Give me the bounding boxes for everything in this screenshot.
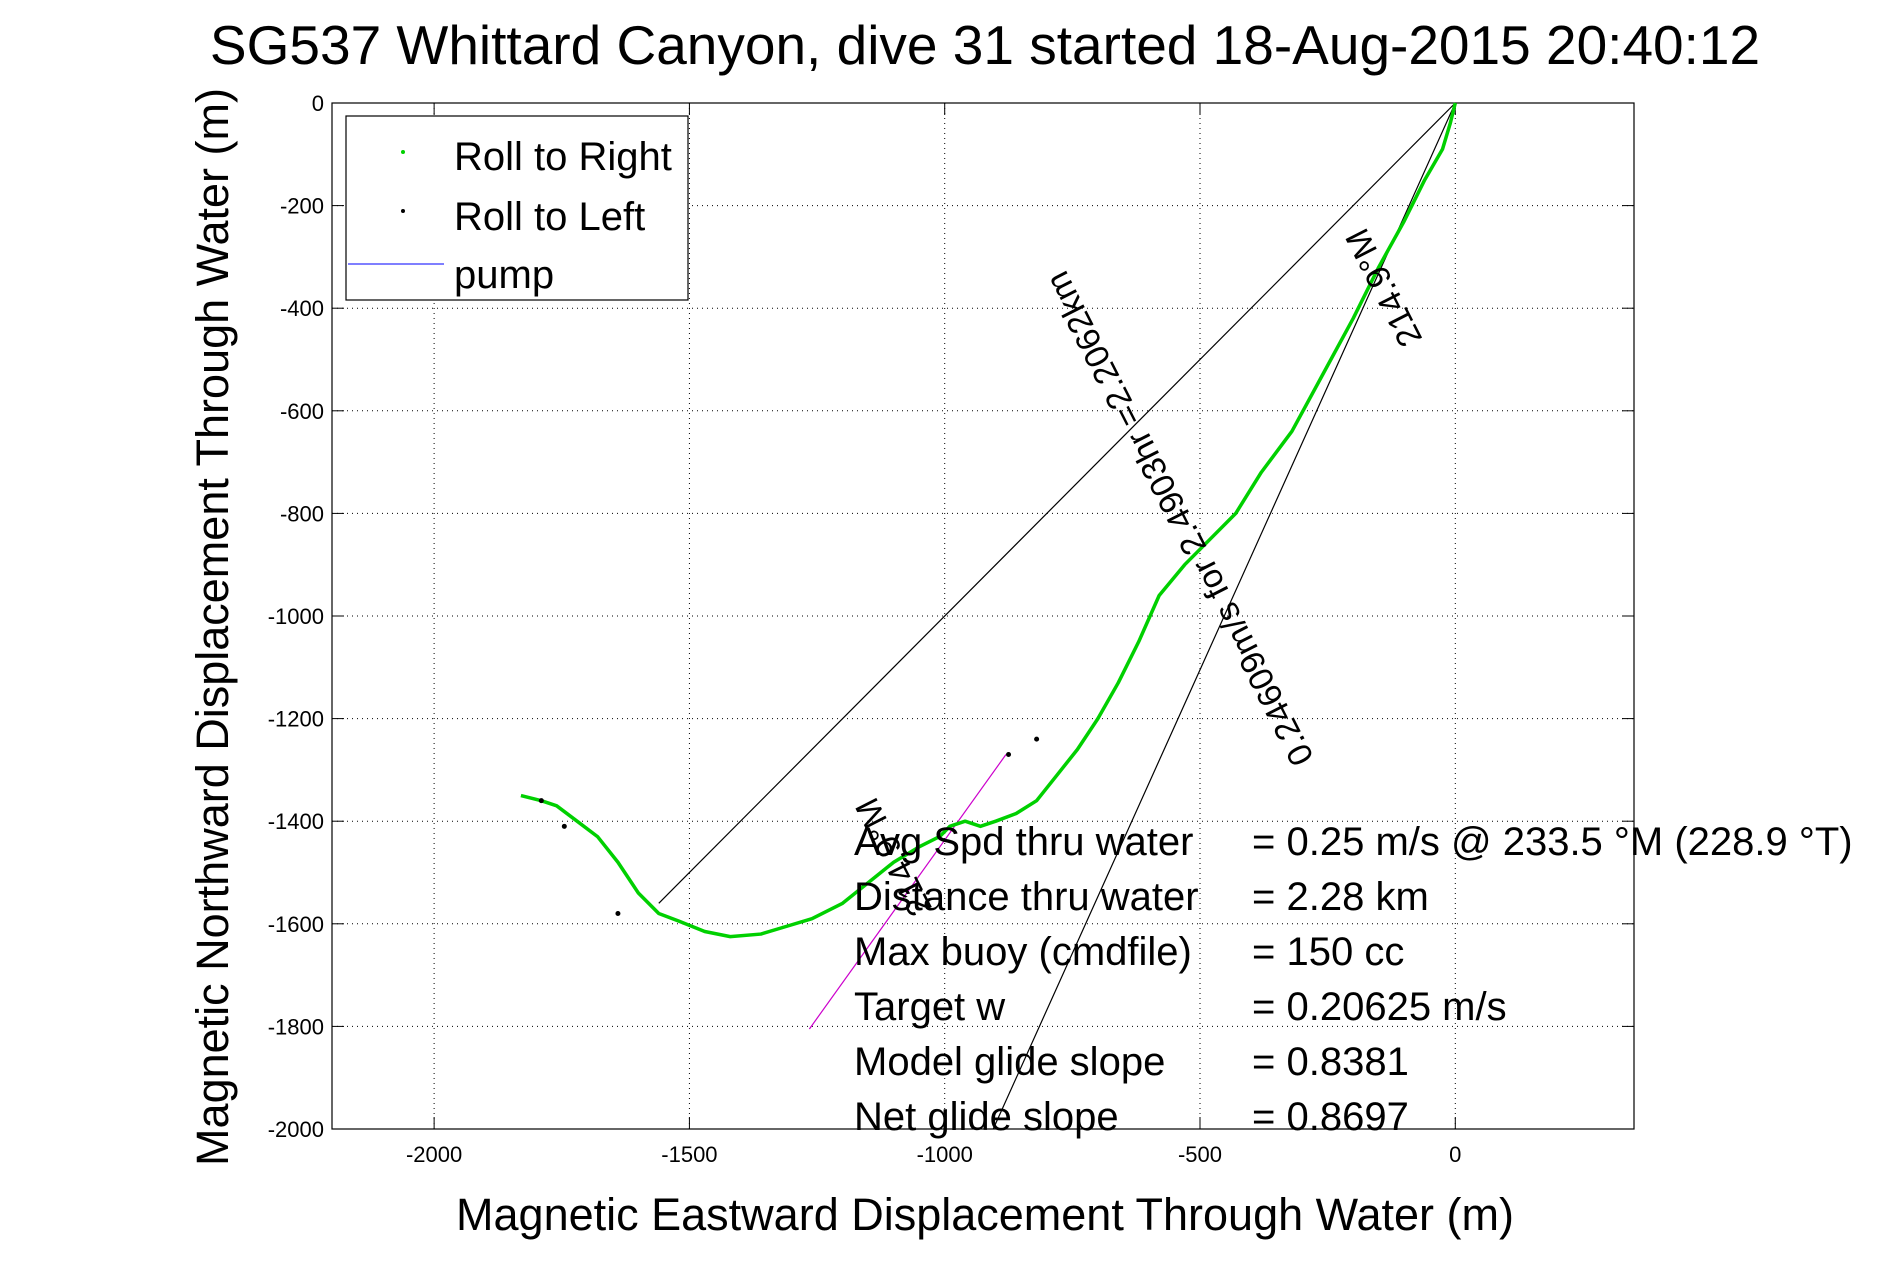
y-tick-label: 0 [312, 91, 324, 116]
pump-line [808, 754, 1007, 1030]
legend: Roll to Right Roll to Left pump [345, 115, 689, 301]
x-axis-label: Magnetic Eastward Displacement Through W… [456, 1189, 1514, 1240]
summary-value-4: = 0.8381 [1252, 1040, 1409, 1084]
x-tick-label: -2000 [406, 1142, 462, 1167]
y-tick-label: -1800 [268, 1014, 324, 1039]
legend-label-pump: pump [454, 253, 554, 297]
y-axis-label: Magnetic Northward Displacement Through … [187, 88, 238, 1166]
y-tick-label: -1200 [268, 707, 324, 732]
x-tick-label: -1500 [661, 1142, 717, 1167]
summary-label-4: Model glide slope [854, 1040, 1165, 1084]
summary-block: Avg Spd thru water = 0.25 m/s @ 233.5 °M… [854, 820, 1853, 1139]
summary-value-2: = 150 cc [1252, 930, 1404, 974]
legend-box [345, 115, 689, 301]
heading-line-lower [992, 102, 1456, 1130]
summary-label-0: Avg Spd thru water [854, 820, 1193, 864]
y-tick-label: -1000 [268, 604, 324, 629]
summary-value-5: = 0.8697 [1252, 1095, 1409, 1139]
y-tick-label: -800 [280, 501, 324, 526]
heading-line-upper [658, 102, 1456, 904]
roll-left-point [1034, 736, 1040, 742]
y-tick-label: -400 [280, 296, 324, 321]
chart-title: SG537 Whittard Canyon, dive 31 started 1… [210, 14, 1760, 76]
roll-left-point [1006, 752, 1012, 758]
y-tick-label: -2000 [268, 1117, 324, 1142]
summary-value-3: = 0.20625 m/s [1252, 985, 1507, 1029]
roll-left-point [538, 798, 544, 804]
legend-marker-roll-right [401, 150, 405, 154]
x-tick-label: -1000 [917, 1142, 973, 1167]
roll-left-point [615, 911, 621, 917]
summary-value-0: = 0.25 m/s @ 233.5 °M (228.9 °T) [1252, 820, 1853, 864]
x-tick-label: 0 [1449, 1142, 1461, 1167]
y-tick-label: -200 [280, 194, 324, 219]
x-tick-label: -500 [1178, 1142, 1222, 1167]
summary-label-1: Distance thru water [854, 875, 1199, 919]
summary-value-1: = 2.28 km [1252, 875, 1429, 919]
y-tick-label: -600 [280, 399, 324, 424]
legend-marker-roll-left [401, 209, 405, 213]
y-tick-label: -1400 [268, 809, 324, 834]
summary-label-5: Net glide slope [854, 1095, 1119, 1139]
series-roll-to-right [520, 102, 1457, 939]
summary-label-3: Target w [854, 985, 1005, 1029]
roll-left-point [561, 823, 567, 829]
summary-label-2: Max buoy (cmdfile) [854, 930, 1192, 974]
y-tick-label: -1600 [268, 912, 324, 937]
legend-label-roll-left: Roll to Left [454, 195, 645, 239]
legend-label-roll-right: Roll to Right [454, 135, 672, 179]
